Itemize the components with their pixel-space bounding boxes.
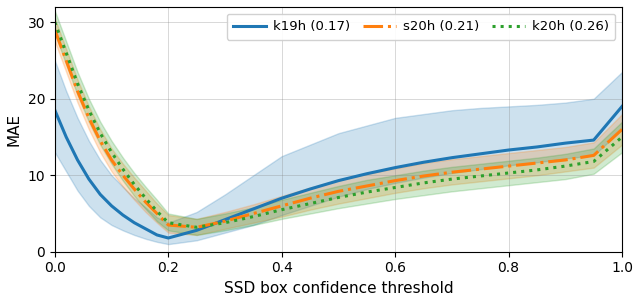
k19h (0.17) xyxy=(420,161,428,164)
s20h (0.21) xyxy=(420,174,428,178)
k20h (0.26) xyxy=(420,181,428,185)
k19h (0.17) xyxy=(476,152,484,156)
k20h (0.26) xyxy=(533,168,541,172)
s20h (0.21) xyxy=(74,89,81,93)
k19h (0.17) xyxy=(278,196,285,200)
s20h (0.21) xyxy=(108,158,115,162)
k20h (0.26) xyxy=(476,174,484,178)
k19h (0.17) xyxy=(363,172,371,175)
k19h (0.17) xyxy=(131,221,138,225)
k19h (0.17) xyxy=(590,138,598,142)
s20h (0.21) xyxy=(131,187,138,191)
s20h (0.21) xyxy=(476,167,484,171)
Line: k19h (0.17): k19h (0.17) xyxy=(55,106,622,238)
k19h (0.17) xyxy=(193,228,200,232)
s20h (0.21) xyxy=(119,173,127,177)
k20h (0.26) xyxy=(164,221,172,225)
s20h (0.21) xyxy=(448,170,456,174)
k20h (0.26) xyxy=(335,196,342,199)
k19h (0.17) xyxy=(51,108,59,112)
k20h (0.26) xyxy=(153,209,161,213)
s20h (0.21) xyxy=(142,200,150,204)
s20h (0.21) xyxy=(250,212,257,215)
k19h (0.17) xyxy=(250,207,257,211)
k19h (0.17) xyxy=(533,145,541,149)
k20h (0.26) xyxy=(62,51,70,55)
k19h (0.17) xyxy=(561,141,569,145)
k19h (0.17) xyxy=(108,204,115,208)
k20h (0.26) xyxy=(391,186,399,189)
k19h (0.17) xyxy=(142,227,150,231)
k20h (0.26) xyxy=(618,135,626,139)
k20h (0.26) xyxy=(448,177,456,181)
k19h (0.17) xyxy=(74,158,81,162)
s20h (0.21) xyxy=(391,179,399,182)
k19h (0.17) xyxy=(391,166,399,169)
k19h (0.17) xyxy=(85,177,93,181)
s20h (0.21) xyxy=(335,189,342,193)
s20h (0.21) xyxy=(193,225,200,229)
X-axis label: SSD box confidence threshold: SSD box confidence threshold xyxy=(223,281,453,296)
s20h (0.21) xyxy=(221,219,229,223)
Legend: k19h (0.17), s20h (0.21), k20h (0.26): k19h (0.17), s20h (0.21), k20h (0.26) xyxy=(227,14,616,40)
s20h (0.21) xyxy=(97,139,104,143)
Y-axis label: MAE: MAE xyxy=(7,113,22,146)
k20h (0.26) xyxy=(74,82,81,85)
k20h (0.26) xyxy=(97,132,104,135)
k20h (0.26) xyxy=(590,160,598,163)
s20h (0.21) xyxy=(590,154,598,157)
k19h (0.17) xyxy=(221,218,229,221)
k19h (0.17) xyxy=(618,105,626,108)
s20h (0.21) xyxy=(62,59,70,62)
k20h (0.26) xyxy=(221,221,229,225)
k19h (0.17) xyxy=(335,179,342,182)
s20h (0.21) xyxy=(505,164,513,168)
k20h (0.26) xyxy=(131,183,138,186)
k20h (0.26) xyxy=(193,225,200,229)
s20h (0.21) xyxy=(85,116,93,120)
k19h (0.17) xyxy=(505,148,513,152)
k20h (0.26) xyxy=(307,202,314,205)
k20h (0.26) xyxy=(561,164,569,168)
s20h (0.21) xyxy=(278,204,285,208)
k20h (0.26) xyxy=(108,151,115,154)
k20h (0.26) xyxy=(250,215,257,218)
s20h (0.21) xyxy=(51,28,59,32)
k20h (0.26) xyxy=(51,20,59,24)
k20h (0.26) xyxy=(363,190,371,194)
k19h (0.17) xyxy=(97,193,104,196)
s20h (0.21) xyxy=(307,196,314,200)
k19h (0.17) xyxy=(153,233,161,237)
k20h (0.26) xyxy=(85,108,93,112)
k20h (0.26) xyxy=(278,208,285,211)
k19h (0.17) xyxy=(62,135,70,139)
k19h (0.17) xyxy=(164,236,172,240)
Line: s20h (0.21): s20h (0.21) xyxy=(55,30,622,227)
k20h (0.26) xyxy=(142,196,150,200)
k20h (0.26) xyxy=(119,167,127,171)
s20h (0.21) xyxy=(561,158,569,162)
s20h (0.21) xyxy=(153,212,161,215)
k20h (0.26) xyxy=(505,171,513,175)
s20h (0.21) xyxy=(533,161,541,165)
s20h (0.21) xyxy=(618,128,626,131)
k19h (0.17) xyxy=(307,187,314,191)
k19h (0.17) xyxy=(119,213,127,217)
s20h (0.21) xyxy=(363,184,371,188)
k19h (0.17) xyxy=(448,156,456,159)
Line: k20h (0.26): k20h (0.26) xyxy=(55,22,622,227)
s20h (0.21) xyxy=(164,223,172,227)
